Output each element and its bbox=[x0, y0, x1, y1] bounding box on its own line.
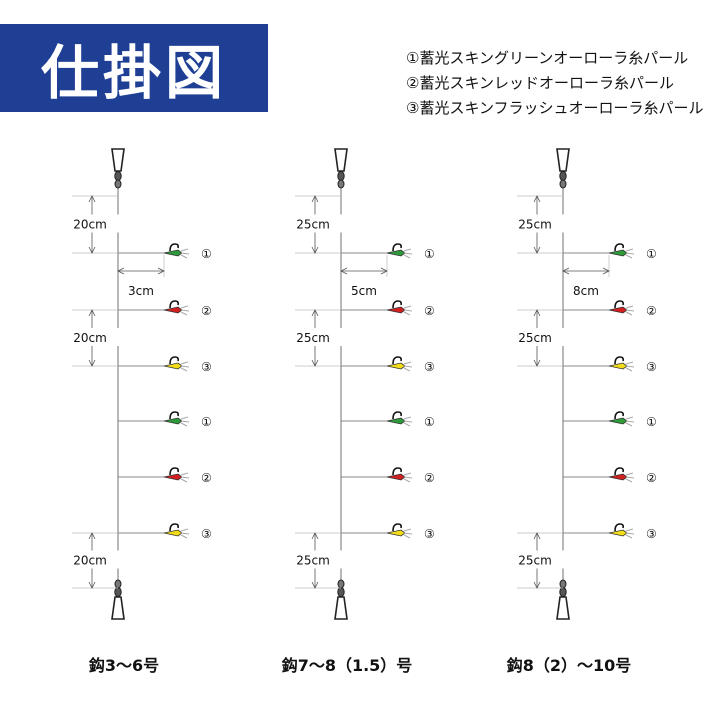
rig-caption: 鈎8（2）〜10号 bbox=[507, 656, 632, 675]
hook-number: ① bbox=[201, 415, 212, 429]
hook-icon bbox=[163, 243, 190, 259]
dimension-label: 25cm bbox=[296, 218, 330, 232]
top-gap-dimension: 20cm bbox=[64, 195, 120, 254]
branch-length-label: 3cm bbox=[128, 284, 154, 298]
branch-length-label: 8cm bbox=[573, 284, 599, 298]
hook-icon bbox=[608, 411, 635, 427]
hook-icon bbox=[163, 523, 190, 539]
rig-caption: 鈎3〜6号 bbox=[89, 656, 159, 675]
hook-icon bbox=[386, 467, 413, 483]
hook-number: ① bbox=[424, 247, 435, 261]
rig-1: ① ② ③ ① ② ③ 20cm 20cm 20cm 3cm 鈎3〜6号 bbox=[64, 148, 212, 675]
hook-number: ③ bbox=[424, 527, 435, 541]
rig-3: ① ② ③ ① ② ③ 25cm 25cm 25cm 8cm 鈎8（2）〜10号 bbox=[507, 148, 657, 675]
hook-number: ① bbox=[201, 247, 212, 261]
branch-length-dimension: 3cm bbox=[117, 255, 165, 298]
hook-icon bbox=[386, 411, 413, 427]
bottom-gap-dimension: 25cm bbox=[509, 532, 565, 589]
bottom-gap-dimension: 25cm bbox=[287, 532, 343, 589]
hook-icon bbox=[608, 467, 635, 483]
hook-icon bbox=[608, 523, 635, 539]
hook-icon bbox=[386, 523, 413, 539]
top-gap-dimension: 25cm bbox=[509, 195, 565, 254]
rig-caption: 鈎7〜8（1.5）号 bbox=[282, 656, 413, 675]
branch-length-dimension: 8cm bbox=[562, 255, 610, 298]
hook-number: ① bbox=[646, 415, 657, 429]
hook-icon bbox=[608, 356, 635, 372]
hook-icon bbox=[386, 356, 413, 372]
hook-number: ② bbox=[201, 471, 212, 485]
mid-gap-dimension: 25cm bbox=[287, 309, 343, 367]
hook-number: ② bbox=[646, 471, 657, 485]
bottom-swivel bbox=[111, 579, 125, 620]
hook-icon bbox=[163, 300, 190, 316]
hook-number: ③ bbox=[646, 360, 657, 374]
top-gap-dimension: 25cm bbox=[287, 195, 343, 254]
hook-icon bbox=[386, 243, 413, 259]
dimension-label: 25cm bbox=[296, 554, 330, 568]
legend-item-1: ①蓄光スキングリーンオーローラ糸パール bbox=[406, 49, 689, 67]
hook-icon bbox=[608, 243, 635, 259]
legend-item-3: ③蓄光スキンフラッシュオーローラ糸パール bbox=[406, 99, 704, 117]
hook-number: ③ bbox=[201, 527, 212, 541]
legend: ①蓄光スキングリーンオーローラ糸パール ②蓄光スキンレッドオーローラ糸パール ③… bbox=[406, 46, 704, 121]
dimension-label: 25cm bbox=[518, 554, 552, 568]
hook-number: ② bbox=[201, 304, 212, 318]
hook-icon bbox=[163, 356, 190, 372]
hook-number: ③ bbox=[201, 360, 212, 374]
dimension-label: 25cm bbox=[296, 331, 330, 345]
page-title: 仕掛図 bbox=[40, 39, 227, 107]
dimension-label: 25cm bbox=[518, 331, 552, 345]
top-swivel bbox=[111, 148, 125, 189]
top-swivel bbox=[556, 148, 570, 189]
hook-number: ② bbox=[424, 304, 435, 318]
branch-length-dimension: 5cm bbox=[340, 255, 388, 298]
dimension-label: 20cm bbox=[73, 554, 107, 568]
hook-icon bbox=[386, 300, 413, 316]
hook-number: ③ bbox=[424, 360, 435, 374]
hook-icon bbox=[163, 411, 190, 427]
legend-item-2: ②蓄光スキンレッドオーローラ糸パール bbox=[406, 74, 674, 92]
title-banner: 仕掛図 bbox=[0, 24, 268, 112]
branch-length-label: 5cm bbox=[351, 284, 377, 298]
hook-number: ① bbox=[424, 415, 435, 429]
dimension-label: 20cm bbox=[73, 331, 107, 345]
hook-icon bbox=[163, 467, 190, 483]
hook-number: ③ bbox=[646, 527, 657, 541]
bottom-swivel bbox=[334, 579, 348, 620]
bottom-gap-dimension: 20cm bbox=[64, 532, 120, 589]
dimension-label: 25cm bbox=[518, 218, 552, 232]
dimension-label: 20cm bbox=[73, 218, 107, 232]
hook-number: ② bbox=[646, 304, 657, 318]
hook-number: ② bbox=[424, 471, 435, 485]
top-swivel bbox=[334, 148, 348, 189]
mid-gap-dimension: 25cm bbox=[509, 309, 565, 367]
hook-icon bbox=[608, 300, 635, 316]
bottom-swivel bbox=[556, 579, 570, 620]
rig-2: ① ② ③ ① ② ③ 25cm 25cm 25cm 5cm 鈎7〜8（1.5）号 bbox=[282, 148, 435, 675]
hook-number: ① bbox=[646, 247, 657, 261]
mid-gap-dimension: 20cm bbox=[64, 309, 120, 367]
